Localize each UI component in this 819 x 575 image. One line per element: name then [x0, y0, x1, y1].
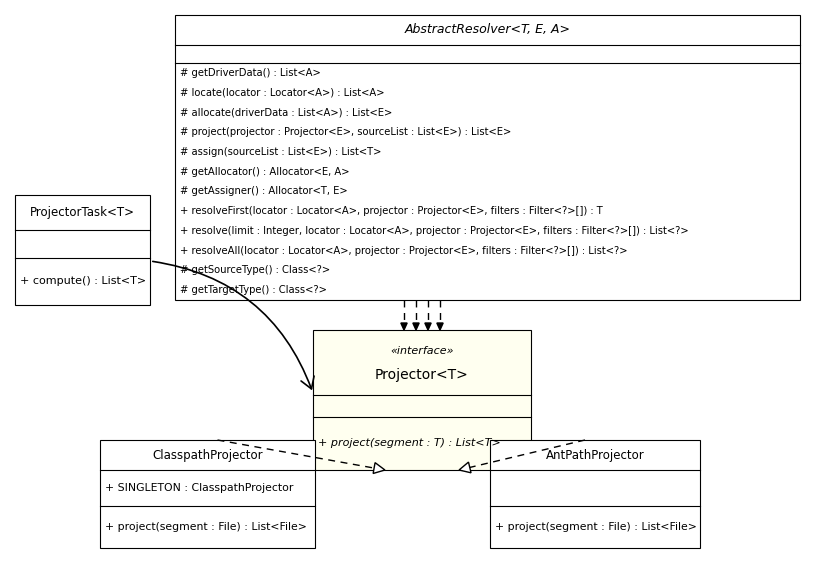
- Text: # assign(sourceList : List<E>) : List<T>: # assign(sourceList : List<E>) : List<T>: [180, 147, 382, 157]
- Polygon shape: [437, 323, 443, 330]
- Bar: [175, 15, 800, 300]
- Text: # getSourceType() : Class<?>: # getSourceType() : Class<?>: [180, 266, 330, 275]
- Text: Projector<T>: Projector<T>: [375, 369, 468, 382]
- Text: + project(segment : File) : List<File>: + project(segment : File) : List<File>: [105, 522, 307, 532]
- Text: # getDriverData() : List<A>: # getDriverData() : List<A>: [180, 68, 321, 78]
- FancyArrowPatch shape: [153, 262, 314, 389]
- Text: # getTargetType() : Class<?>: # getTargetType() : Class<?>: [180, 285, 327, 295]
- Bar: [313, 330, 531, 470]
- Bar: [100, 440, 315, 548]
- Text: # locate(locator : Locator<A>) : List<A>: # locate(locator : Locator<A>) : List<A>: [180, 87, 384, 98]
- Text: # allocate(driverData : List<A>) : List<E>: # allocate(driverData : List<A>) : List<…: [180, 108, 392, 117]
- Polygon shape: [413, 323, 419, 330]
- Polygon shape: [400, 323, 407, 330]
- Text: # getAllocator() : Allocator<E, A>: # getAllocator() : Allocator<E, A>: [180, 167, 350, 177]
- Bar: [490, 440, 700, 548]
- Bar: [15, 195, 150, 305]
- Text: «interface»: «interface»: [390, 346, 454, 356]
- Text: # getAssigner() : Allocator<T, E>: # getAssigner() : Allocator<T, E>: [180, 186, 347, 197]
- Polygon shape: [425, 323, 431, 330]
- Text: + SINGLETON : ClasspathProjector: + SINGLETON : ClasspathProjector: [105, 483, 293, 493]
- Text: + project(segment : T) : List<T>: + project(segment : T) : List<T>: [318, 439, 500, 449]
- Polygon shape: [459, 462, 471, 473]
- Text: + resolveAll(locator : Locator<A>, projector : Projector<E>, filters : Filter<?>: + resolveAll(locator : Locator<A>, proje…: [180, 246, 627, 256]
- Polygon shape: [373, 463, 385, 473]
- Text: ClasspathProjector: ClasspathProjector: [152, 448, 263, 462]
- Text: # project(projector : Projector<E>, sourceList : List<E>) : List<E>: # project(projector : Projector<E>, sour…: [180, 127, 511, 137]
- Text: + resolve(limit : Integer, locator : Locator<A>, projector : Projector<E>, filte: + resolve(limit : Integer, locator : Loc…: [180, 226, 689, 236]
- Text: + resolveFirst(locator : Locator<A>, projector : Projector<E>, filters : Filter<: + resolveFirst(locator : Locator<A>, pro…: [180, 206, 603, 216]
- Text: + compute() : List<T>: + compute() : List<T>: [20, 277, 146, 286]
- Text: AbstractResolver<T, E, A>: AbstractResolver<T, E, A>: [405, 24, 571, 36]
- Text: AntPathProjector: AntPathProjector: [545, 448, 645, 462]
- Text: + project(segment : File) : List<File>: + project(segment : File) : List<File>: [495, 522, 697, 532]
- Text: ProjectorTask<T>: ProjectorTask<T>: [30, 206, 135, 219]
